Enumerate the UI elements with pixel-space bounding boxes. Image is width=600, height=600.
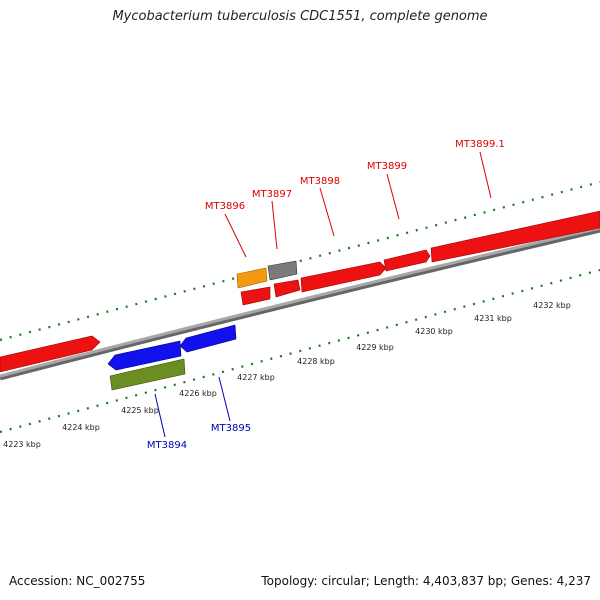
reverse-genes <box>107 324 237 371</box>
gene-label-mt3898: MT3898 <box>300 176 340 187</box>
gene-label-mt3899: MT3899 <box>367 161 407 172</box>
gene-label-mt3895: MT3895 <box>211 423 251 434</box>
orange-feature <box>236 267 268 289</box>
gene-mt3897 <box>273 279 301 298</box>
leader-mt3897 <box>271 200 278 250</box>
map-title: Mycobacterium tuberculosis CDC1551, comp… <box>112 9 488 24</box>
gene-mt3899-1 <box>430 210 600 263</box>
gene-label-mt3897: MT3897 <box>252 189 292 200</box>
gene-label-mt3896: MT3896 <box>205 201 245 212</box>
gene-mt3896 <box>240 286 271 306</box>
upper-tick-ring <box>0 180 600 342</box>
gene-mt3895 <box>179 324 237 353</box>
gene-leader-lines <box>154 151 492 438</box>
scale-label-4225: 4225 kbp <box>121 406 159 415</box>
gene-mt3894 <box>107 340 182 371</box>
scale-label-4229: 4229 kbp <box>356 343 394 352</box>
lower-tick-line <box>0 268 600 434</box>
scale-label-4232: 4232 kbp <box>533 301 571 310</box>
gene-label-mt3899-1: MT3899.1 <box>455 139 505 150</box>
scale-label-4224: 4224 kbp <box>62 423 100 432</box>
scale-label-4230: 4230 kbp <box>415 327 453 336</box>
gene-mt3898 <box>300 261 387 293</box>
gene-mt3899 <box>383 249 431 272</box>
leader-mt3899-1 <box>479 151 492 199</box>
scale-label-4226: 4226 kbp <box>179 389 217 398</box>
gene-label-mt3894: MT3894 <box>147 440 187 451</box>
leader-mt3894 <box>154 393 166 438</box>
gray-feature <box>267 260 298 281</box>
leader-mt3896 <box>224 213 247 258</box>
feature-track <box>236 260 298 289</box>
backbone-shadow <box>0 227 600 381</box>
genome-backbone <box>0 226 600 381</box>
scale-label-4223: 4223 kbp <box>3 440 41 449</box>
green-feature <box>109 358 186 391</box>
scale-label-4231: 4231 kbp <box>474 314 512 323</box>
scale-label-4228: 4228 kbp <box>297 357 335 366</box>
leader-mt3898 <box>319 187 335 237</box>
accession-label: Accession: NC_002755 <box>9 574 146 588</box>
upper-tick-line <box>0 180 600 342</box>
lower-tick-ring <box>0 268 600 434</box>
gene-block-left <box>0 335 101 373</box>
leader-mt3895 <box>218 376 231 422</box>
scale-label-4227: 4227 kbp <box>237 373 275 382</box>
backbone-line <box>0 226 600 378</box>
leader-mt3899 <box>386 173 400 220</box>
forward-genes <box>0 210 600 373</box>
genome-summary: Topology: circular; Length: 4,403,837 bp… <box>261 574 591 588</box>
